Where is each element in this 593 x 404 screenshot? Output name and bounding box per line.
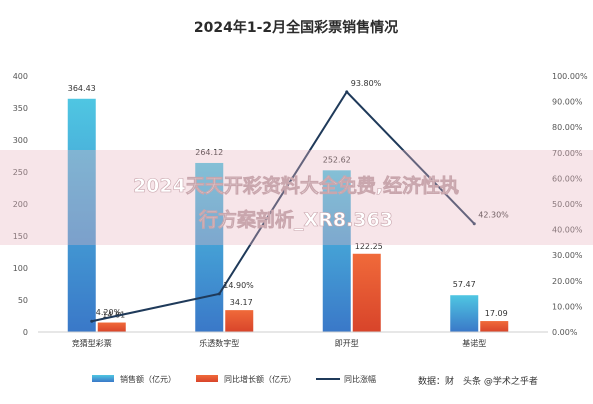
right-tick-label: 50.00% bbox=[552, 200, 583, 209]
overlay-banner: 2024天天开彩资料大全免费,经济性执 行方案剖析_XR8.363 bbox=[0, 150, 593, 245]
pct-point bbox=[217, 292, 221, 296]
watermark: 头条 @学术之乎者 bbox=[463, 375, 538, 387]
legend-label: 同比涨幅 bbox=[344, 374, 376, 384]
growth-bar bbox=[480, 321, 509, 332]
sales-bar bbox=[67, 98, 96, 332]
legend-label: 销售额（亿元） bbox=[120, 374, 176, 384]
left-tick-label: 50 bbox=[18, 296, 28, 305]
growth-bar bbox=[225, 310, 254, 332]
overlay-line-2: 行方案剖析_XR8.363 bbox=[198, 208, 393, 231]
growth-bar bbox=[97, 322, 126, 332]
right-tick-label: 0.00% bbox=[552, 328, 578, 337]
right-tick-label: 10.00% bbox=[552, 302, 583, 311]
legend: 销售额（亿元） 同比增长额（亿元） 同比涨幅 bbox=[92, 374, 376, 384]
legend-swatch bbox=[196, 375, 218, 382]
pct-point bbox=[345, 90, 349, 94]
growth-bar bbox=[352, 253, 381, 332]
chart-title: 2024年1-2月全国彩票销售情况 bbox=[194, 19, 398, 36]
sales-data-label: 252.62 bbox=[323, 155, 351, 164]
pct-data-label: 4.20% bbox=[96, 308, 122, 317]
overlay-line-1: 2024天天开彩资料大全免费,经济性执 bbox=[133, 174, 459, 197]
category-label: 乐透数字型 bbox=[199, 338, 239, 348]
left-tick-label: 300 bbox=[13, 136, 28, 145]
overlay-band bbox=[0, 150, 593, 245]
right-axis: 0.00% 10.00% 20.00% 30.00% 40.00% 50.00% 60.00… bbox=[552, 72, 588, 337]
left-tick-label: 250 bbox=[13, 168, 28, 177]
left-tick-label: 200 bbox=[13, 200, 28, 209]
sales-data-label: 364.43 bbox=[68, 84, 96, 93]
category-label: 竞猜型彩票 bbox=[72, 338, 112, 348]
category-label: 即开型 bbox=[335, 339, 359, 348]
sales-bar bbox=[195, 162, 224, 332]
right-tick-label: 80.00% bbox=[552, 123, 583, 132]
category-label: 基诺型 bbox=[462, 338, 486, 348]
left-tick-label: 100 bbox=[13, 264, 28, 273]
growth-data-label: 34.17 bbox=[230, 298, 253, 307]
pct-point bbox=[472, 222, 476, 226]
pct-data-label: 93.80% bbox=[351, 79, 382, 88]
sales-data-label: 264.12 bbox=[195, 148, 223, 157]
pct-point bbox=[90, 319, 94, 323]
sales-bar bbox=[450, 295, 479, 332]
sales-bar bbox=[322, 170, 351, 332]
pct-line bbox=[91, 90, 475, 323]
right-tick-label: 20.00% bbox=[552, 277, 583, 286]
pct-data-label: 14.90% bbox=[223, 281, 254, 290]
right-tick-label: 90.00% bbox=[552, 98, 583, 107]
right-tick-label: 60.00% bbox=[552, 174, 583, 183]
legend-label: 同比增长额（亿元） bbox=[224, 374, 296, 384]
category-labels: 竞猜型彩票 乐透数字型 即开型 基诺型 bbox=[72, 338, 487, 348]
growth-data-label: 14.81 bbox=[102, 311, 125, 320]
bars: 364.43 14.81 264.12 34.17 252.62 122.25 57.47 1… bbox=[38, 84, 548, 333]
legend-swatch bbox=[92, 375, 114, 382]
left-tick-label: 0 bbox=[23, 328, 28, 337]
left-tick-label: 150 bbox=[13, 232, 28, 241]
growth-data-label: 17.09 bbox=[485, 309, 508, 318]
right-tick-label: 100.00% bbox=[552, 72, 588, 81]
line-series: 4.20% 14.90% 93.80% 42.30% bbox=[90, 79, 509, 323]
source-label: 数据：财 bbox=[418, 375, 454, 387]
right-tick-label: 40.00% bbox=[552, 226, 583, 235]
left-tick-label: 400 bbox=[13, 72, 28, 81]
left-tick-label: 350 bbox=[13, 104, 28, 113]
growth-data-label: 122.25 bbox=[355, 242, 383, 251]
sales-data-label: 57.47 bbox=[453, 280, 476, 289]
left-axis: 0 50 100 150 200 250 300 350 400 bbox=[13, 72, 28, 337]
pct-data-label: 42.30% bbox=[478, 211, 509, 220]
right-tick-label: 30.00% bbox=[552, 251, 583, 260]
right-tick-label: 70.00% bbox=[552, 149, 583, 158]
